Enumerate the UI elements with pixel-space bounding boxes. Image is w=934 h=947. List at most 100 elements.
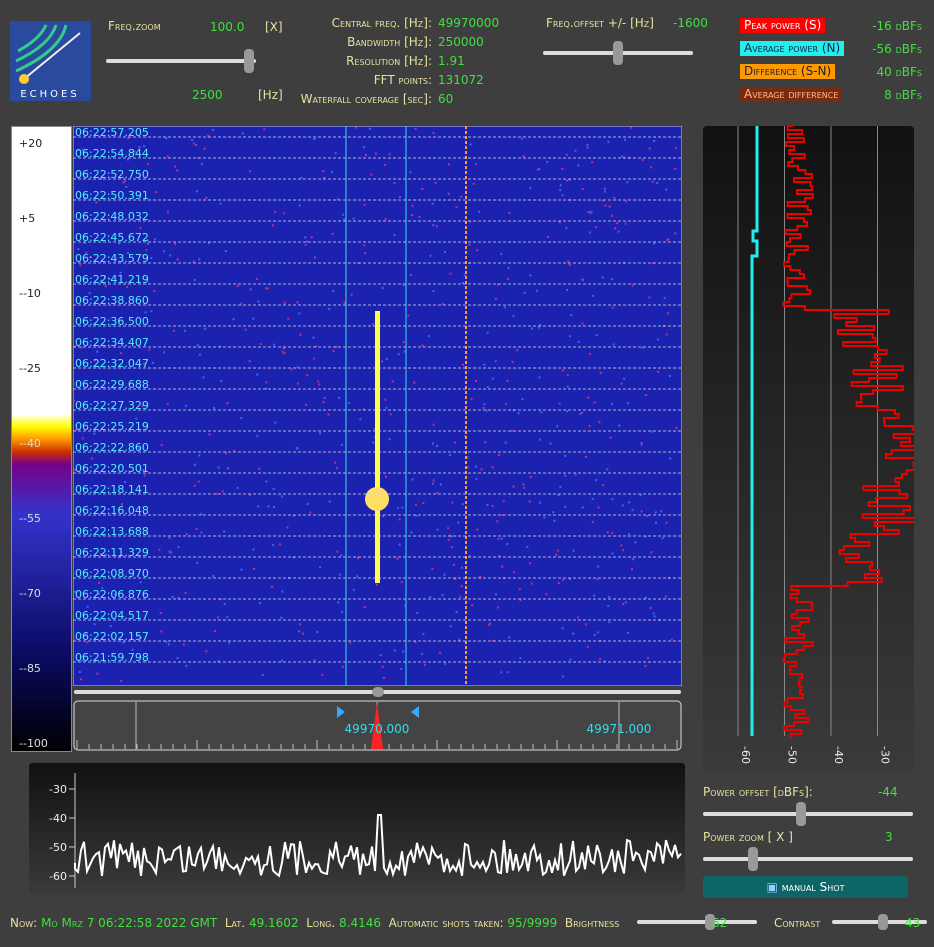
noise: [97, 593, 100, 596]
noise: [315, 345, 318, 348]
noise: [364, 154, 367, 157]
noise: [491, 639, 494, 642]
noise: [455, 610, 458, 613]
noise: [379, 654, 382, 657]
noise: [529, 475, 532, 478]
noise: [646, 515, 649, 518]
noise: [397, 353, 400, 356]
noise: [588, 424, 591, 427]
noise: [166, 402, 169, 405]
offset-slider[interactable]: [543, 41, 693, 65]
noise: [455, 206, 458, 209]
noise: [655, 521, 658, 524]
color-scale: [11, 126, 72, 752]
noise: [581, 322, 584, 325]
noise: [581, 506, 584, 509]
value: 2500: [192, 88, 223, 102]
info-value: 60: [438, 92, 454, 106]
noise: [124, 179, 127, 182]
timestamp: 06:22:54.844: [75, 147, 149, 160]
noise: [200, 513, 203, 516]
manual-shot-button[interactable]: ▣ manual Shot: [703, 876, 908, 898]
freq-slider[interactable]: [74, 687, 681, 697]
noise: [176, 169, 179, 172]
noise: [322, 170, 325, 173]
noise: [185, 664, 188, 667]
noise: [363, 146, 366, 149]
noise: [510, 429, 513, 432]
slider-knob[interactable]: [878, 914, 888, 930]
timestamp: 06:22:45.672: [75, 231, 149, 244]
noise: [383, 163, 386, 166]
noise: [653, 140, 656, 143]
noise: [648, 296, 651, 299]
slider-knob[interactable]: [796, 802, 806, 826]
noise: [167, 643, 170, 646]
noise: [323, 176, 326, 179]
noise: [349, 641, 352, 644]
slider-knob[interactable]: [613, 41, 623, 65]
spectrum-axis-label: -30: [49, 783, 67, 796]
noise: [200, 531, 203, 534]
noise: [203, 147, 206, 150]
power-axis-label: -30: [879, 746, 892, 764]
noise: [474, 465, 477, 468]
noise: [458, 638, 461, 641]
slider-knob[interactable]: [748, 847, 758, 871]
noise: [227, 641, 230, 644]
noise: [620, 155, 623, 158]
noise: [101, 533, 104, 536]
noise: [657, 370, 660, 373]
timestamp: 06:22:04.517: [75, 609, 149, 622]
noise: [606, 531, 609, 534]
slider-knob[interactable]: [705, 914, 715, 930]
brightness-slider[interactable]: [637, 914, 757, 930]
slider-knob[interactable]: [244, 49, 254, 73]
noise: [623, 377, 626, 380]
noise: [513, 571, 516, 574]
label: Automatic shots taken:: [388, 916, 504, 930]
noise: [561, 369, 564, 372]
noise: [565, 227, 568, 230]
noise: [266, 287, 269, 290]
noise: [272, 505, 275, 508]
zoom-slider[interactable]: [106, 49, 256, 73]
contrast-slider[interactable]: [832, 914, 927, 930]
noise: [398, 196, 401, 199]
slider-knob[interactable]: [372, 687, 384, 697]
noise: [121, 503, 124, 506]
power-offset-slider[interactable]: [703, 802, 913, 826]
noise: [89, 256, 92, 259]
noise: [359, 418, 362, 421]
noise: [436, 491, 439, 494]
value: 100.0: [210, 20, 245, 34]
noise: [497, 283, 500, 286]
noise: [174, 165, 177, 168]
noise: [610, 214, 613, 217]
noise: [381, 287, 384, 290]
noise: [418, 215, 421, 218]
noise: [483, 403, 486, 406]
noise: [241, 132, 244, 135]
noise: [73, 590, 76, 593]
noise: [663, 297, 666, 300]
power-zoom-slider[interactable]: [703, 847, 913, 871]
label: Freq.zoom: [108, 19, 161, 33]
noise: [501, 565, 504, 568]
noise: [154, 191, 157, 194]
noise: [577, 340, 580, 343]
noise: [301, 632, 304, 635]
noise: [496, 520, 499, 523]
noise: [196, 344, 199, 347]
noise: [393, 649, 396, 652]
noise: [486, 503, 489, 506]
noise: [584, 623, 587, 626]
noise: [374, 152, 377, 155]
unit: [X]: [265, 20, 283, 34]
noise: [298, 630, 301, 633]
noise: [384, 218, 387, 221]
noise: [296, 366, 299, 369]
noise: [603, 187, 606, 190]
noise: [441, 303, 444, 306]
noise: [497, 537, 500, 540]
